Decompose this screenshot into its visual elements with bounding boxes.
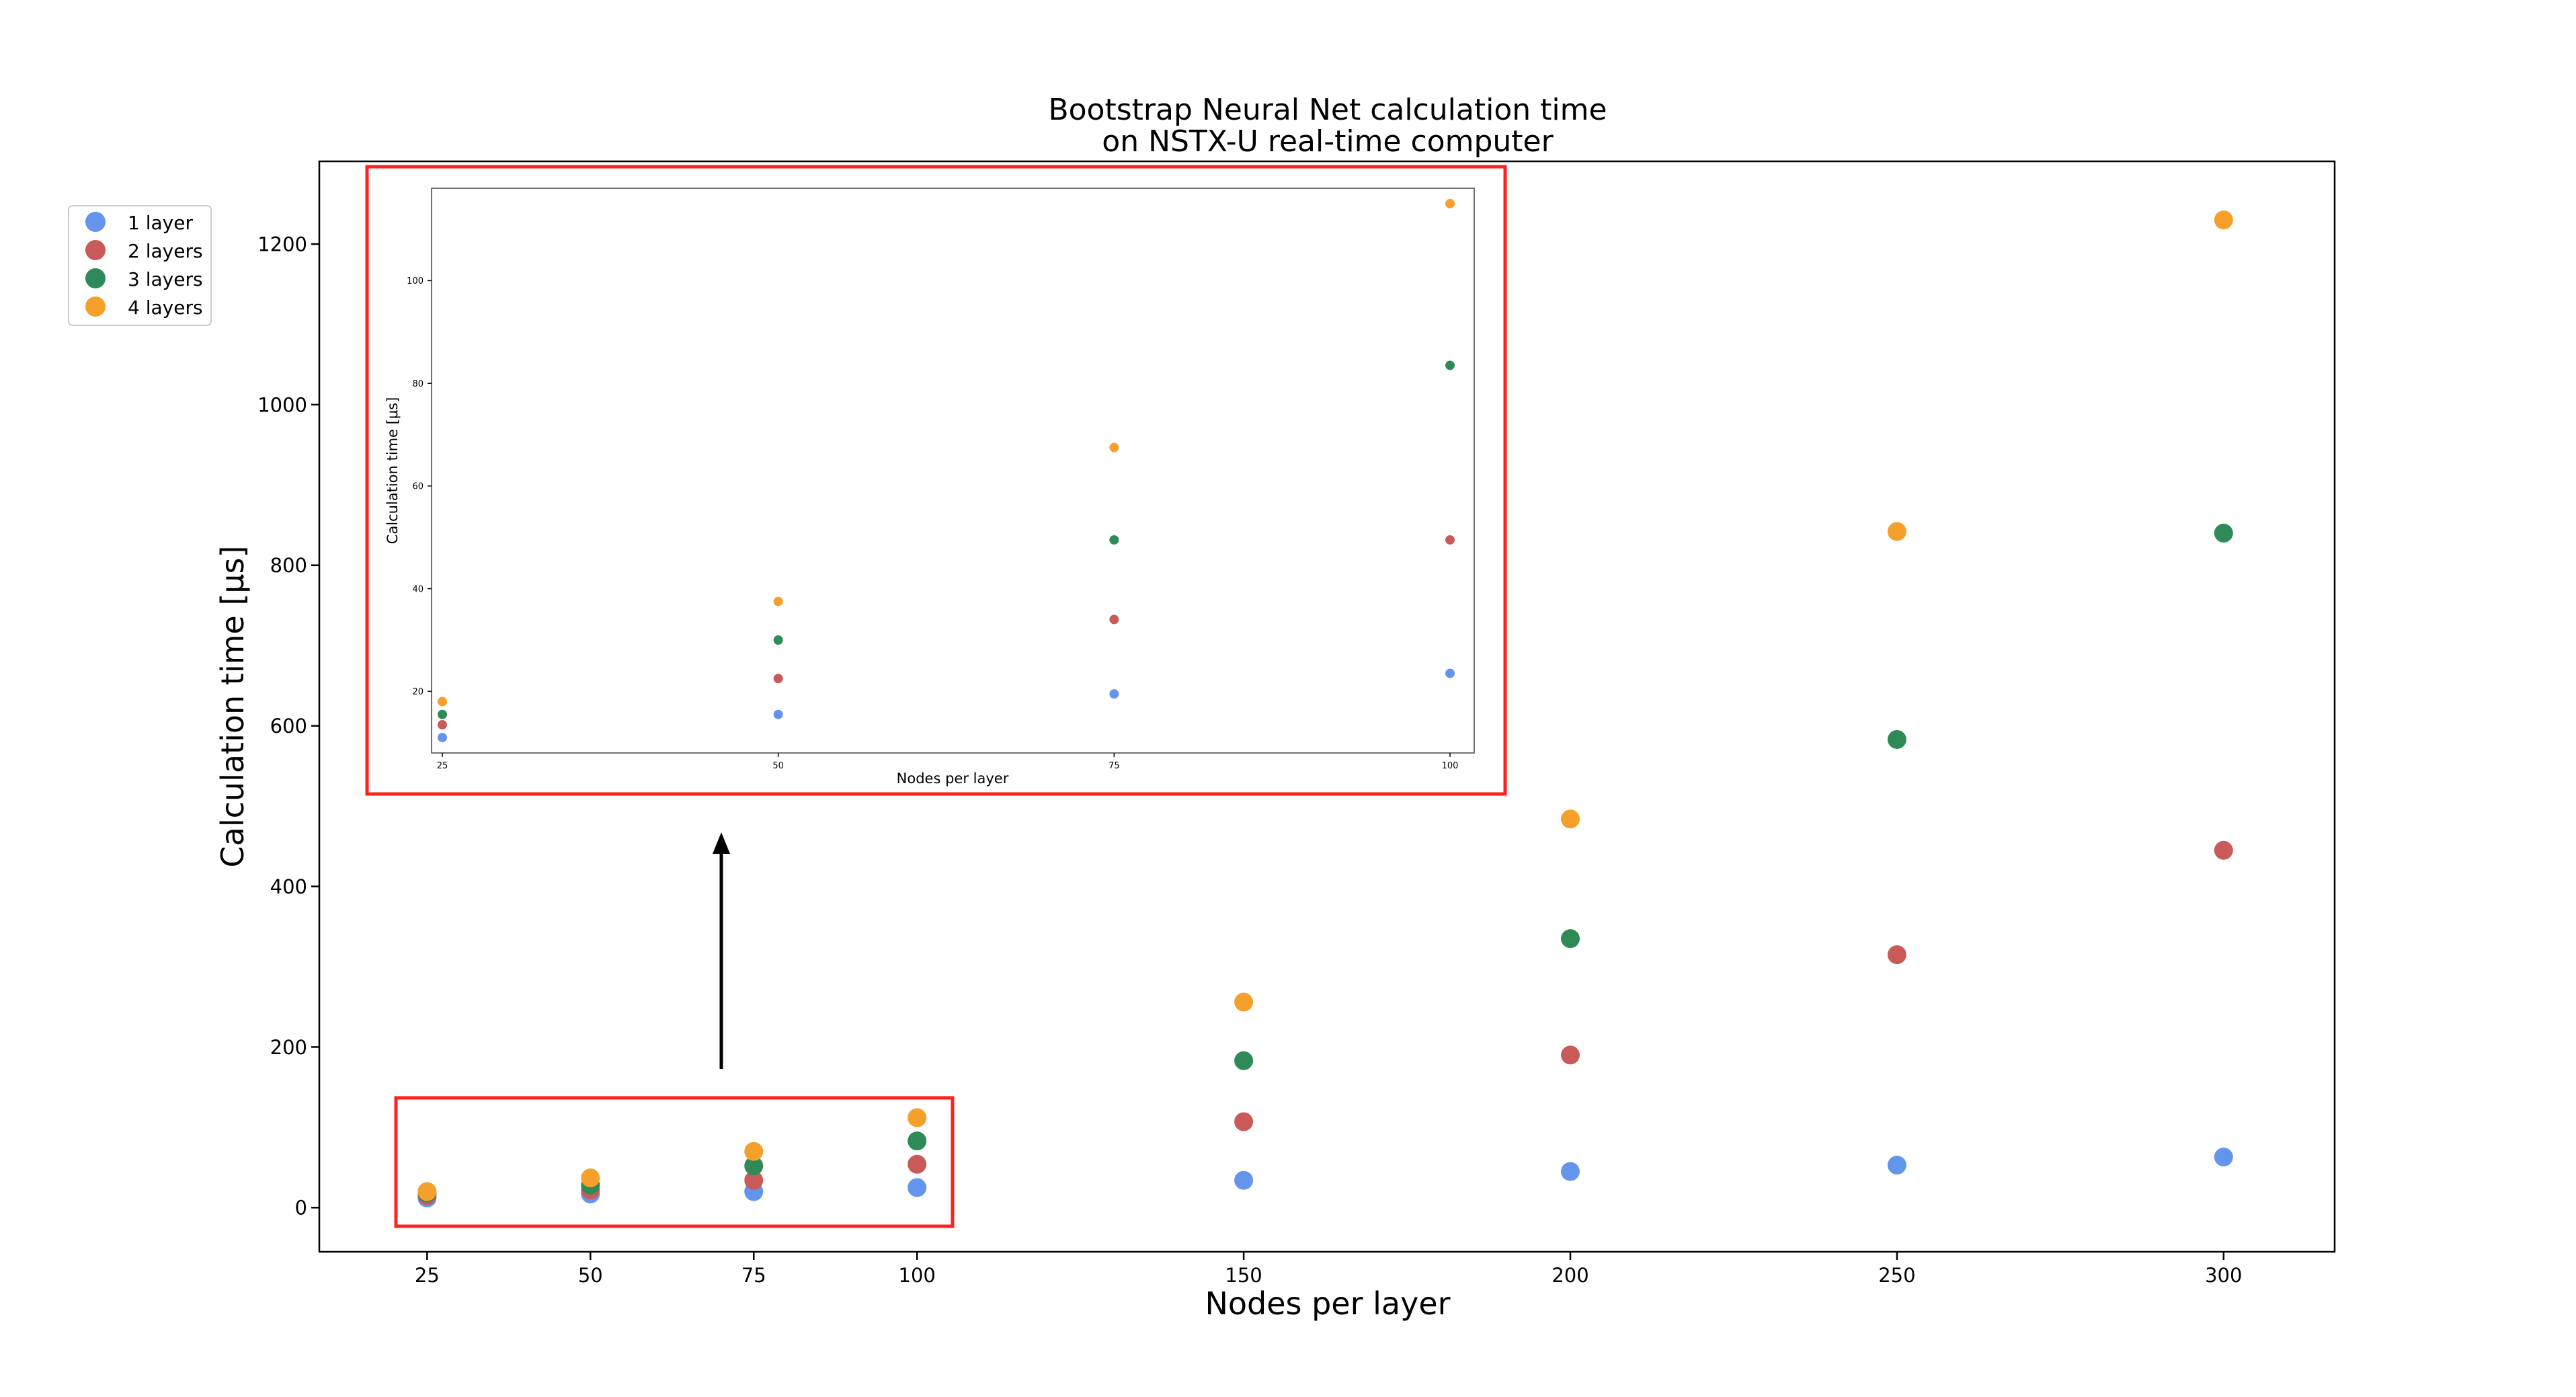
main-point-4-layers-25 bbox=[417, 1182, 437, 1201]
main-y-tick-label-1200: 1200 bbox=[257, 233, 307, 255]
chart-title-line-2: on NSTX-U real-time computer bbox=[1102, 124, 1554, 159]
main-x-tick-label-150: 150 bbox=[1225, 1264, 1262, 1287]
main-point-4-layers-75 bbox=[744, 1142, 764, 1161]
legend-marker-4-layers bbox=[85, 296, 106, 317]
main-point-3-layers-150 bbox=[1234, 1051, 1254, 1070]
inset-point-2-layers-75 bbox=[1109, 614, 1119, 625]
inset-y-tick-label-100: 100 bbox=[407, 276, 424, 286]
inset-point-4-layers-75 bbox=[1109, 442, 1119, 452]
inset-x-tick-label-25: 25 bbox=[437, 761, 448, 771]
main-point-3-layers-100 bbox=[908, 1131, 927, 1151]
main-point-3-layers-75 bbox=[744, 1156, 764, 1176]
highlight-box-main bbox=[394, 1096, 955, 1228]
inset-points bbox=[437, 198, 1455, 743]
inset-x-tick-label-75: 75 bbox=[1109, 761, 1120, 771]
inset-point-3-layers-25 bbox=[437, 709, 447, 719]
legend-marker-3-layers bbox=[85, 268, 106, 288]
main-point-4-layers-250 bbox=[1887, 522, 1906, 541]
main-x-tick-label-25: 25 bbox=[415, 1264, 440, 1287]
legend-label-1-layer: 1 layer bbox=[128, 212, 193, 234]
legend: 1 layer 2 layers 3 layers 4 layers bbox=[68, 205, 212, 326]
inset-y-tick-label-80: 80 bbox=[412, 379, 424, 389]
main-point-1-layer-250 bbox=[1887, 1156, 1906, 1175]
legend-label-2-layers: 2 layers bbox=[128, 240, 203, 262]
main-x-axis-label: Nodes per layer bbox=[1205, 1285, 1450, 1322]
main-point-1-layer-200 bbox=[1560, 1162, 1580, 1181]
inset-point-3-layers-50 bbox=[773, 635, 783, 645]
inset-y-tick-label-60: 60 bbox=[412, 482, 424, 492]
arrow-annotation bbox=[713, 832, 730, 1069]
main-point-2-layers-150 bbox=[1234, 1112, 1254, 1131]
legend-marker-2-layers bbox=[85, 240, 106, 260]
inset-point-1-layer-75 bbox=[1109, 689, 1119, 699]
legend-marker-1-layer bbox=[85, 212, 106, 232]
main-ticks: 25 50 75 100 150 200 250 300 0 200 400 600 800 1000 12… bbox=[257, 233, 2242, 1287]
main-point-2-layers-75 bbox=[744, 1170, 764, 1190]
inset-point-4-layers-100 bbox=[1445, 198, 1455, 208]
main-x-tick-label-50: 50 bbox=[578, 1264, 603, 1287]
main-x-tick-label-300: 300 bbox=[2205, 1264, 2242, 1287]
main-x-tick-label-100: 100 bbox=[899, 1264, 936, 1287]
main-point-4-layers-150 bbox=[1234, 992, 1254, 1012]
main-y-tick-label-600: 600 bbox=[270, 715, 307, 737]
inset-y-tick-label-20: 20 bbox=[412, 687, 424, 697]
inset-point-2-layers-25 bbox=[437, 720, 447, 729]
main-point-4-layers-200 bbox=[1560, 809, 1580, 829]
inset-point-1-layer-25 bbox=[437, 733, 447, 743]
main-y-tick-label-200: 200 bbox=[270, 1036, 307, 1059]
inset-y-tick-label-40: 40 bbox=[412, 584, 424, 594]
main-plot-frame bbox=[318, 160, 2336, 1253]
inset-plot-frame bbox=[431, 188, 1475, 754]
inset-point-2-layers-50 bbox=[773, 674, 783, 684]
main-point-3-layers-300 bbox=[2214, 524, 2233, 543]
inset-x-tick-label-100: 100 bbox=[1442, 761, 1459, 771]
main-y-tick-label-0: 0 bbox=[295, 1197, 307, 1220]
main-point-2-layers-300 bbox=[2214, 840, 2233, 860]
legend-label-3-layers: 3 layers bbox=[128, 268, 203, 290]
main-point-4-layers-300 bbox=[2214, 210, 2233, 230]
main-point-4-layers-50 bbox=[581, 1168, 600, 1188]
main-y-tick-label-1000: 1000 bbox=[257, 393, 307, 416]
main-point-3-layers-250 bbox=[1887, 729, 1906, 749]
main-point-2-layers-250 bbox=[1887, 945, 1906, 965]
main-x-tick-label-75: 75 bbox=[741, 1264, 766, 1287]
main-x-tick-label-200: 200 bbox=[1552, 1264, 1588, 1287]
inset-ticks: 25 50 75 100 20 40 60 80 100 bbox=[407, 276, 1458, 771]
main-point-2-layers-100 bbox=[908, 1154, 927, 1174]
main-y-tick-label-400: 400 bbox=[270, 875, 307, 898]
main-point-1-layer-150 bbox=[1234, 1170, 1254, 1190]
inset-point-3-layers-100 bbox=[1445, 360, 1455, 370]
inset-point-4-layers-50 bbox=[773, 596, 783, 606]
inset-x-tick-label-50: 50 bbox=[772, 761, 784, 771]
inset-point-1-layer-100 bbox=[1445, 668, 1455, 678]
inset-point-3-layers-75 bbox=[1109, 535, 1119, 545]
main-x-tick-label-250: 250 bbox=[1878, 1264, 1915, 1287]
inset-x-axis-label: Nodes per layer bbox=[897, 770, 1009, 787]
main-point-3-layers-200 bbox=[1560, 929, 1580, 949]
main-y-tick-label-800: 800 bbox=[270, 554, 307, 577]
legend-frame bbox=[68, 205, 212, 326]
main-point-4-layers-100 bbox=[908, 1108, 927, 1127]
main-points bbox=[417, 210, 2233, 1207]
main-point-2-layers-200 bbox=[1560, 1045, 1580, 1065]
inset-point-2-layers-100 bbox=[1445, 535, 1455, 545]
inset-y-axis-label: Calculation time [μs] bbox=[385, 397, 401, 545]
legend-label-4-layers: 4 layers bbox=[128, 296, 203, 319]
main-point-1-layer-100 bbox=[908, 1178, 927, 1197]
main-point-1-layer-300 bbox=[2214, 1148, 2233, 1167]
chart-title-line-1: Bootstrap Neural Net calculation time bbox=[1048, 93, 1607, 127]
inset-point-4-layers-25 bbox=[437, 696, 447, 707]
inset-point-1-layer-50 bbox=[773, 709, 783, 719]
main-y-axis-label: Calculation time [μs] bbox=[214, 546, 251, 868]
